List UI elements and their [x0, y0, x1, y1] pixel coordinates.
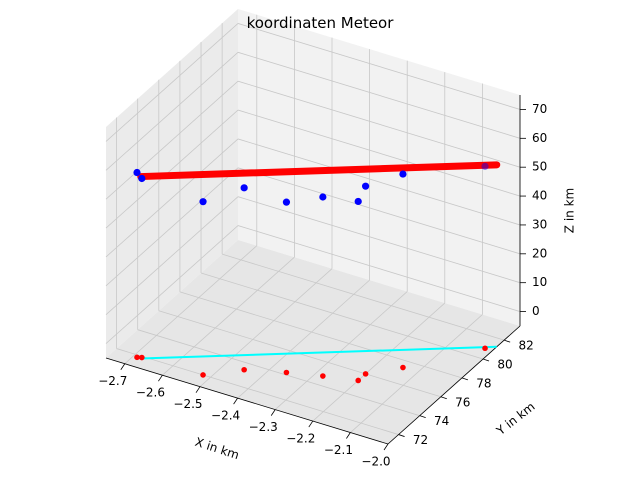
- data-point: [240, 184, 248, 192]
- grid-line-y-floor: [179, 291, 463, 379]
- z-tick-label: 50: [532, 160, 547, 174]
- x-tick-mark: [233, 397, 238, 405]
- grid-line-x-floor: [199, 268, 333, 387]
- data-point: [399, 170, 407, 178]
- ground-projection-line: [140, 345, 497, 360]
- data-point: [133, 168, 141, 177]
- grid-line-x-floor: [350, 314, 483, 433]
- grid-line-y-floor: [200, 272, 484, 360]
- ground-point: [400, 364, 406, 371]
- grid-line-x-floor: [274, 291, 408, 410]
- grid-line-x-floor: [312, 302, 446, 422]
- x-axis-label: X in km: [193, 435, 241, 462]
- grid-line-z-side: [105, 109, 239, 229]
- x-tick-mark: [346, 432, 351, 439]
- grid-line-z-side: [105, 23, 239, 142]
- ground-point: [200, 372, 206, 378]
- x-axis-line: [105, 357, 389, 445]
- y-tick-label: 78: [476, 376, 491, 390]
- y-axis-line: [387, 325, 521, 445]
- z-tick-label: 0: [532, 304, 540, 318]
- x-tick-mark: [158, 374, 163, 382]
- grid-line-z-back: [237, 138, 521, 226]
- grid-line-z-back: [237, 109, 521, 197]
- grid-line-z-back: [237, 23, 521, 110]
- grid-line-z-back: [237, 51, 521, 139]
- y-tick-mark: [398, 434, 405, 437]
- grid-line-z-back: [237, 196, 521, 284]
- z-axis-label: Z in km: [563, 188, 577, 233]
- grid-line-z-side: [105, 138, 239, 258]
- x-tick-label: −2.1: [324, 443, 353, 457]
- data-point: [481, 162, 489, 170]
- x-tick-label: −2.4: [211, 409, 240, 423]
- z-tick-label: 70: [532, 102, 547, 116]
- grid-line-y-floor: [116, 348, 399, 435]
- x-tick-mark: [270, 409, 276, 416]
- data-point: [199, 198, 207, 206]
- y-tick-mark: [482, 358, 490, 362]
- ground-point: [320, 373, 326, 379]
- pane-left: [106, 9, 238, 358]
- z-tick-label: 40: [532, 189, 547, 203]
- y-tick-label: 76: [455, 395, 470, 409]
- grid-line-x-floor: [237, 279, 370, 399]
- x-tick-label: −2.7: [98, 374, 127, 388]
- x-tick-label: −2.2: [286, 432, 315, 446]
- data-point: [354, 197, 362, 206]
- grid-line-z-side: [105, 52, 239, 171]
- grid-line-z-side: [105, 196, 239, 315]
- ground-point: [362, 371, 369, 377]
- z-tick-label: 30: [532, 217, 547, 231]
- grid-line-x-floor: [162, 256, 295, 376]
- grid-line-x-floor: [124, 245, 258, 365]
- ground-point: [139, 354, 145, 361]
- x-tick-label: −2.6: [136, 386, 165, 400]
- ground-point: [241, 366, 247, 373]
- data-point: [138, 174, 146, 183]
- pane-floor: [106, 240, 520, 444]
- x-tick-mark: [120, 363, 126, 370]
- grid-line-z-back: [237, 167, 521, 255]
- y-axis-label: Y in km: [493, 399, 538, 438]
- trajectory-line: [137, 161, 501, 181]
- y-tick-label: 82: [519, 339, 534, 353]
- grid-line-z-side: [105, 167, 239, 287]
- y-tick-mark: [504, 339, 511, 343]
- grid-line-z-back: [237, 80, 521, 168]
- grid-line-z-side: [105, 225, 239, 344]
- x-tick-mark: [308, 420, 314, 428]
- x-tick-label: −2.5: [173, 397, 202, 411]
- z-tick-label: 20: [532, 246, 547, 260]
- data-point: [282, 198, 291, 206]
- ground-point: [355, 377, 362, 384]
- y-tick-label: 74: [434, 414, 449, 428]
- ground-point: [134, 354, 140, 361]
- ground-point: [283, 369, 290, 376]
- y-tick-label: 80: [497, 358, 512, 372]
- y-tick-mark: [419, 415, 426, 419]
- grid-line-y-floor: [222, 253, 505, 341]
- x-tick-mark: [195, 386, 201, 393]
- y-tick-label: 72: [413, 433, 428, 447]
- z-tick-label: 10: [532, 275, 547, 289]
- x-tick-mark: [383, 443, 389, 451]
- grid-line-z-back: [237, 225, 521, 312]
- x-tick-label: −2.3: [249, 420, 278, 434]
- ground-point: [482, 345, 488, 352]
- grid-line-z-side: [105, 80, 239, 200]
- data-point: [319, 193, 327, 201]
- x-tick-label: −2.0: [361, 455, 390, 469]
- y-tick-mark: [440, 396, 447, 400]
- y-tick-mark: [461, 377, 469, 381]
- data-point: [362, 182, 370, 190]
- chart-title: koordinaten Meteor: [246, 14, 394, 32]
- z-tick-label: 60: [532, 131, 547, 145]
- grid-line-y-floor: [137, 329, 420, 417]
